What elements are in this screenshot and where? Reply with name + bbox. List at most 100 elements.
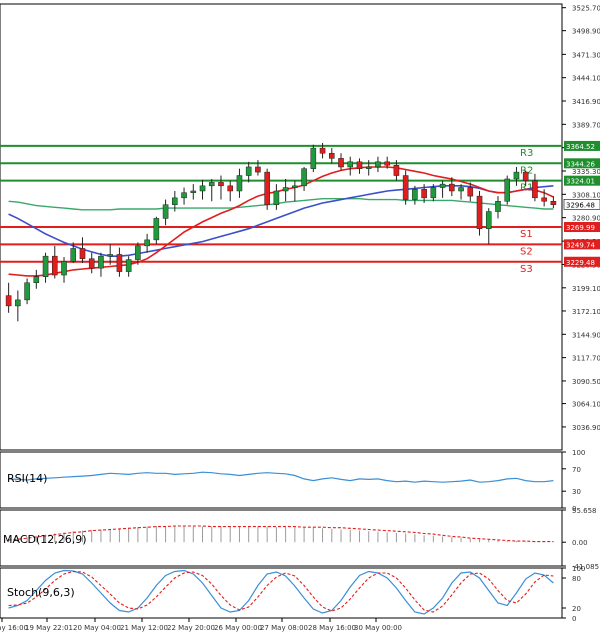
price-y-tick-label: 3525.70 (572, 5, 600, 13)
candle-up (310, 147, 317, 169)
candle-down (550, 201, 557, 205)
candle-up (15, 299, 21, 307)
candle-up (153, 218, 160, 241)
candle-down (384, 161, 390, 166)
level-name-r2: R2 (520, 165, 533, 176)
candle-up (504, 178, 511, 202)
candle-down (541, 197, 547, 202)
candle-down (476, 195, 483, 229)
candle-up (199, 185, 206, 192)
candle-down (449, 183, 455, 192)
last-price-tag-bg (563, 198, 600, 210)
candle-down (356, 161, 363, 169)
candle-down (328, 152, 335, 159)
candle-up (172, 197, 178, 205)
level-price-tag: 3324.01 (566, 178, 595, 186)
time-axis-label: 20 May 04:00 (73, 624, 121, 632)
candle-up (208, 182, 215, 187)
candle-down (522, 171, 529, 181)
candle-up (181, 192, 187, 199)
price-y-tick-label: 3280.90 (572, 215, 600, 223)
candle-up (42, 255, 49, 277)
macd-y-tick-label: 0.00 (572, 539, 588, 547)
price-y-tick-label: 3117.70 (572, 355, 600, 363)
time-axis-label: 21 May 12:00 (120, 624, 168, 632)
level-name-s2: S2 (520, 246, 533, 257)
time-axis-label: 22 May 20:00 (167, 624, 215, 632)
level-price-tag-bg (564, 222, 600, 233)
price-y-tick-label: 3172.10 (572, 308, 600, 316)
candle-down (116, 254, 123, 272)
candle-up (236, 175, 243, 192)
candle-down (88, 258, 95, 269)
candle-down (227, 185, 234, 192)
level-price-tag-bg (564, 140, 600, 151)
time-axis-label: 27 May 08:00 (260, 624, 308, 632)
candle-up (273, 190, 280, 205)
level-name-r1: R1 (520, 183, 533, 194)
sma-long-line (8, 197, 554, 211)
price-y-tick-label: 3416.90 (572, 98, 600, 106)
time-axis-label: 19 May 22:01 (25, 624, 73, 632)
stoch-pane[interactable]: 100 80 20 0 Stoch(9,6,3) (0, 565, 585, 623)
candle-up (365, 166, 372, 169)
level-name-s3: S3 (520, 264, 533, 275)
candle-up (412, 189, 418, 200)
candle-down (79, 248, 86, 259)
macd-label: MACD(12,26,9) (3, 533, 87, 546)
level-price-tag: 3249.74 (566, 241, 595, 249)
stoch-y-tick-label: 0 (572, 615, 576, 623)
candle-up (485, 211, 492, 229)
candle-up (292, 185, 298, 188)
candle-down (319, 147, 326, 154)
candle-up (430, 187, 437, 199)
candle-up (458, 187, 464, 192)
candle-down (255, 166, 261, 173)
stoch-k-line (8, 569, 554, 615)
level-name-s1: S1 (520, 229, 533, 240)
candle-up (245, 166, 252, 176)
macd-pane[interactable]: 55.658 0.00 -41.085 MACD(12,26,9) (0, 507, 599, 571)
time-axis-label: 26 May 00:00 (214, 624, 262, 632)
level-price-tag: 3229.48 (566, 259, 595, 267)
candle-up (190, 190, 197, 193)
level-price-tag-bg (564, 256, 600, 267)
stoch-y-tick-label: 20 (572, 605, 581, 613)
level-price-tag: 3364.52 (566, 143, 595, 151)
stoch-d-line (8, 570, 554, 613)
stoch-y-tick-label: 100 (572, 565, 585, 573)
candle-up (144, 239, 150, 247)
macd-y-tick-label: -41.085 (572, 563, 599, 571)
price-y-tick-label: 3389.70 (572, 121, 600, 129)
price-y-tick-label: 3471.30 (572, 51, 600, 59)
price-y-tick-label: 3036.90 (572, 424, 600, 432)
level-price-tag-bg (564, 239, 600, 250)
candle-down (467, 187, 474, 197)
level-price-tag: 3269.99 (566, 224, 595, 232)
candle-up (33, 276, 40, 284)
price-y-tick-label: 3498.90 (572, 28, 600, 36)
candle-down (218, 182, 224, 187)
price-y-tick-label: 3144.90 (572, 331, 600, 339)
rsi-pane[interactable]: 100 70 30 0 RSI(14) (0, 449, 585, 513)
price-y-tick-label: 3308.10 (572, 191, 600, 199)
stoch-label: Stoch(9,6,3) (7, 586, 75, 599)
candle-down (393, 164, 400, 176)
price-pane[interactable]: 3525.70 3498.90 3471.30 3444.10 3416.90 3389.… (0, 3, 600, 451)
level-price-tag: 3344.26 (566, 160, 595, 168)
candle-up (125, 259, 132, 272)
rsi-y-tick-label: 70 (572, 466, 581, 474)
price-y-tick-label: 3090.50 (572, 378, 600, 386)
candle-down (402, 175, 409, 200)
rsi-pane-frame (0, 451, 563, 509)
candle-up (439, 183, 446, 188)
rsi-line (8, 471, 554, 483)
candle-down (5, 295, 12, 307)
rsi-y-tick-label: 100 (572, 449, 585, 457)
candle-down (264, 171, 270, 205)
level-price-tag-bg (564, 158, 600, 169)
price-y-tick-label: 3444.10 (572, 75, 600, 83)
